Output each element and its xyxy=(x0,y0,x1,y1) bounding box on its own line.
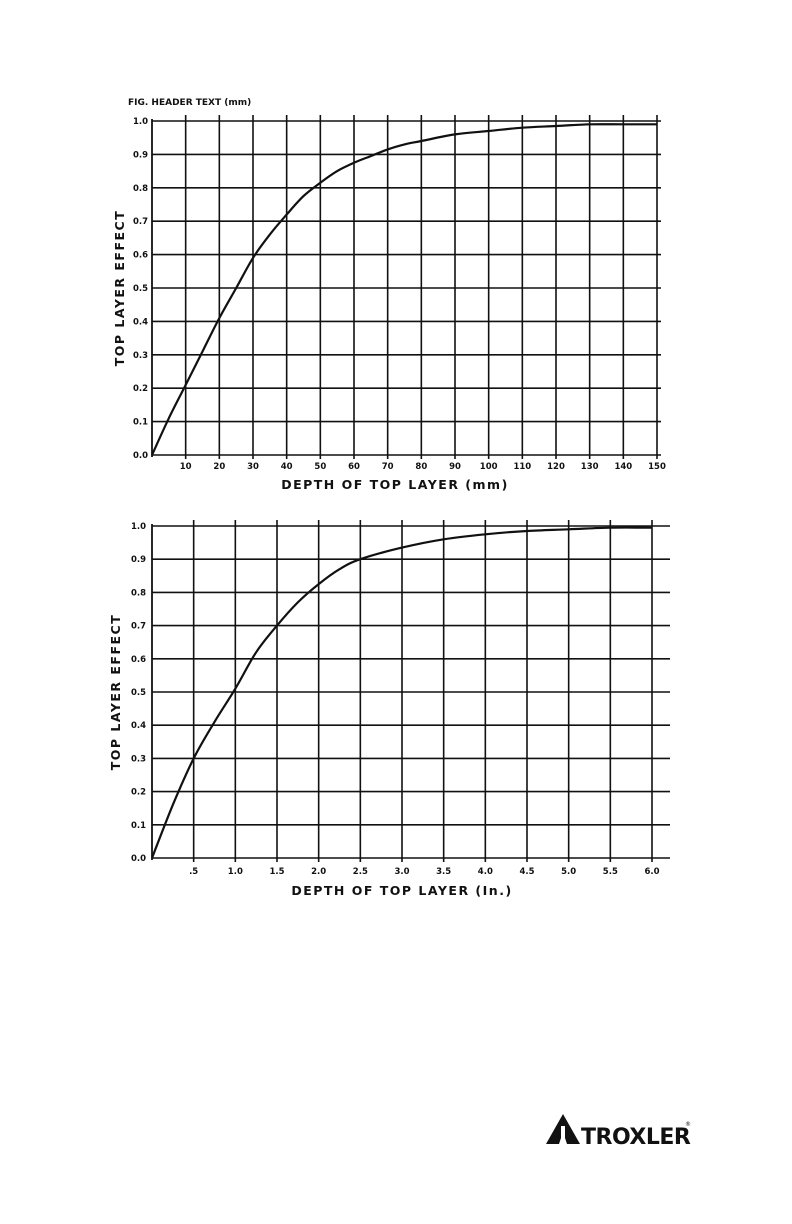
y-tick-label: 0.3 xyxy=(133,351,148,361)
x-tick-label: .5 xyxy=(189,867,198,877)
x-tick-label: 3.5 xyxy=(436,867,451,877)
troxler-logo: TROXLER ® xyxy=(544,1108,694,1150)
x-tick-label: 120 xyxy=(547,462,565,472)
chart-depth-inches-svg: 0.0 0.1 0.2 0.3 0.4 0.5 0.6 0.7 0.8 0.9 1.0 .5 1.0 1.… xyxy=(108,520,670,898)
y-tick-label: 0.4 xyxy=(133,317,148,327)
y-tick-label: 0.5 xyxy=(133,284,148,294)
x-tick-label: 50 xyxy=(314,462,326,472)
x-tick-label: 40 xyxy=(281,462,293,472)
y-tick-label: 0.7 xyxy=(131,622,146,632)
y-tick-label: 0.1 xyxy=(131,821,146,831)
x-tick-label: 150 xyxy=(648,462,666,472)
y-axis-title: TOP LAYER EFFECT xyxy=(112,210,127,367)
x-tick-label: 140 xyxy=(614,462,632,472)
y-tick-label: 0.1 xyxy=(133,418,148,428)
x-axis-title: DEPTH OF TOP LAYER (mm) xyxy=(281,477,509,492)
x-tick-label: 20 xyxy=(213,462,225,472)
y-tick-label: 0.9 xyxy=(131,555,146,565)
x-tick-label: 10 xyxy=(180,462,192,472)
x-tick-label: 30 xyxy=(247,462,259,472)
x-tick-label: 3.0 xyxy=(394,867,409,877)
y-tick-label: 0.6 xyxy=(133,251,148,261)
y-tick-label: 1.0 xyxy=(131,522,146,532)
y-tick-label: 0.8 xyxy=(131,588,146,598)
y-tick-label: 0.5 xyxy=(131,688,146,698)
troxler-logo-mark: TROXLER ® xyxy=(546,1114,691,1150)
chart-header-caption: FIG. HEADER TEXT (mm) xyxy=(128,98,251,108)
logo-trademark: ® xyxy=(685,1121,691,1128)
y-tick-label: 0.9 xyxy=(133,150,148,160)
logo-wordmark: TROXLER xyxy=(581,1125,691,1150)
x-tick-label: 1.5 xyxy=(269,867,284,877)
x-tick-label: 4.5 xyxy=(519,867,534,877)
series-line-0 xyxy=(151,123,657,456)
y-tick-label: 0.6 xyxy=(131,655,146,665)
x-tick-label: 60 xyxy=(348,462,360,472)
y-tick-label: 0.3 xyxy=(131,754,146,764)
y-tick-label: 0.8 xyxy=(133,184,148,194)
x-tick-label: 100 xyxy=(480,462,498,472)
chart-depth-mm: FIG. HEADER TEXT (mm) 0.0 0.1 0.2 0.3 0.4 0.5 0… xyxy=(0,96,792,500)
x-tick-label: 110 xyxy=(513,462,531,472)
x-tick-label: 5.5 xyxy=(603,867,618,877)
y-tick-label: 0.2 xyxy=(133,384,148,394)
x-tick-label: 2.5 xyxy=(353,867,368,877)
x-tick-label: 4.0 xyxy=(478,867,493,877)
x-tick-label: 5.0 xyxy=(561,867,576,877)
series-line-0 xyxy=(150,526,653,859)
chart-depth-mm-svg: FIG. HEADER TEXT (mm) 0.0 0.1 0.2 0.3 0.4 0.5 0… xyxy=(112,98,666,492)
chart-depth-inches: 0.0 0.1 0.2 0.3 0.4 0.5 0.6 0.7 0.8 0.9 1.0 .5 1.0 1.… xyxy=(0,510,792,910)
y-tick-label: 0.2 xyxy=(131,788,146,798)
x-tick-label: 80 xyxy=(415,462,427,472)
x-tick-label: 130 xyxy=(581,462,599,472)
y-axis-title: TOP LAYER EFFECT xyxy=(108,614,123,771)
x-tick-label: 6.0 xyxy=(644,867,659,877)
x-tick-label: 1.0 xyxy=(228,867,243,877)
y-tick-label: 0.0 xyxy=(133,451,148,461)
y-tick-label: 0.0 xyxy=(131,854,146,864)
y-tick-label: 0.4 xyxy=(131,721,146,731)
y-tick-label: 1.0 xyxy=(133,117,148,127)
x-tick-label: 2.0 xyxy=(311,867,326,877)
x-axis-title: DEPTH OF TOP LAYER (In.) xyxy=(291,883,512,898)
x-tick-label: 90 xyxy=(449,462,461,472)
x-tick-label: 70 xyxy=(382,462,394,472)
y-tick-label: 0.7 xyxy=(133,217,148,227)
